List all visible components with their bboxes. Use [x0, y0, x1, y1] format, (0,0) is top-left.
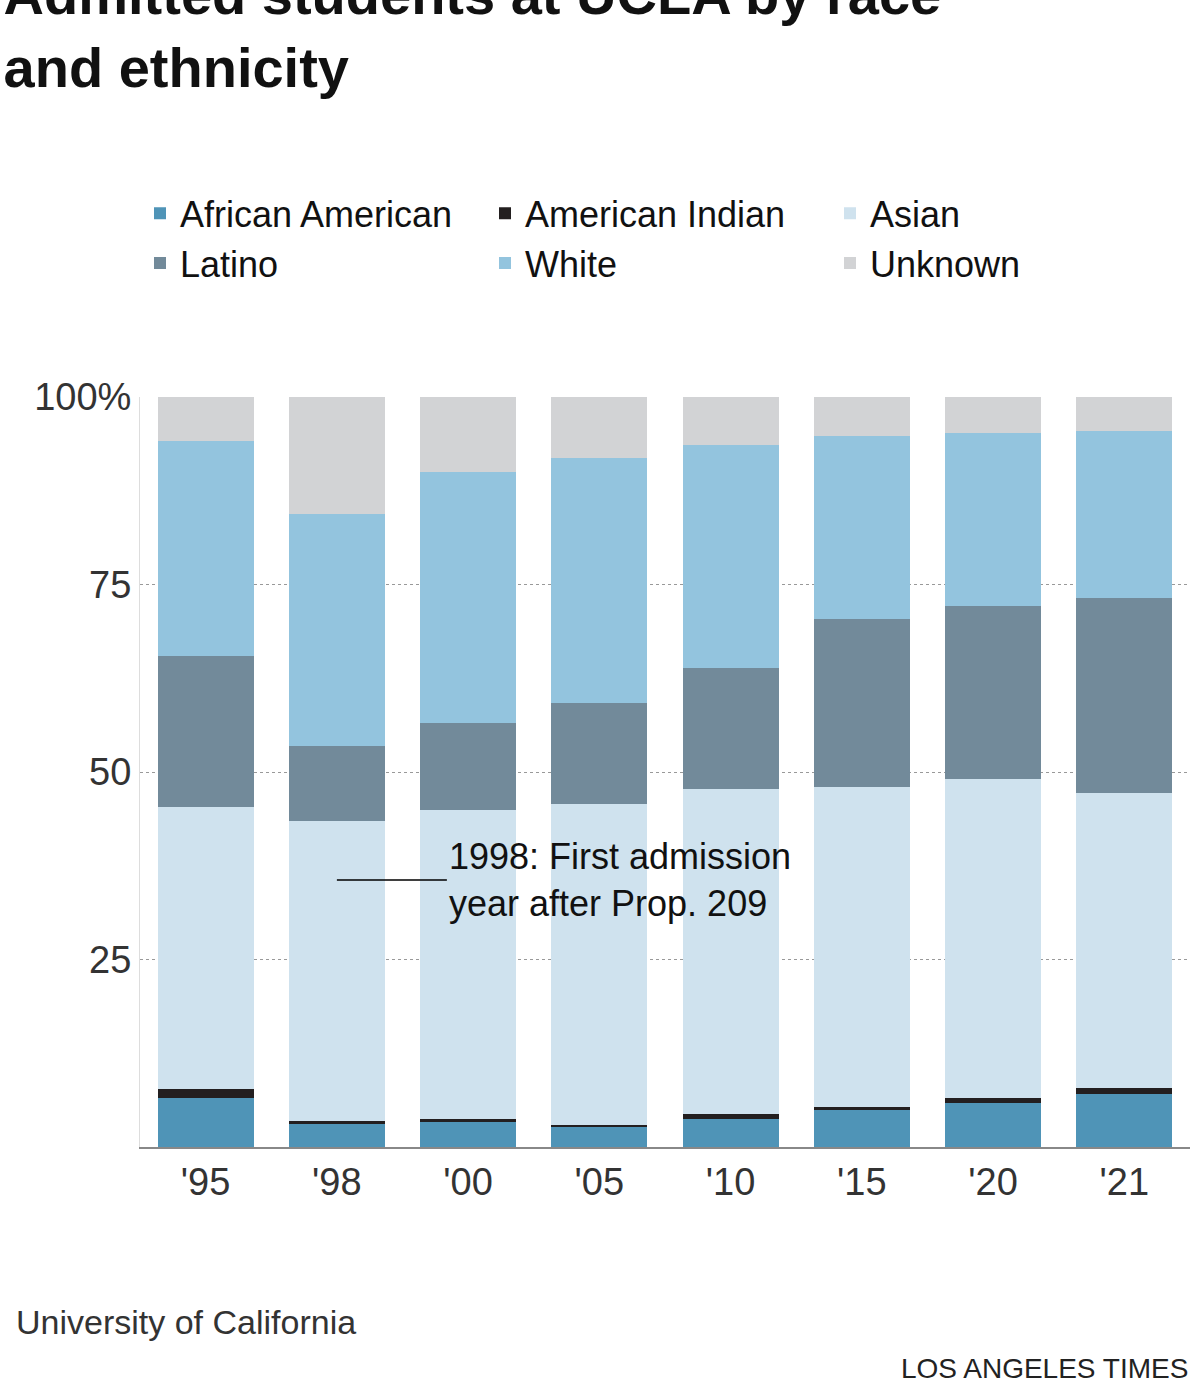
svg-text:'95: '95 [181, 1161, 231, 1203]
svg-text:50: 50 [89, 751, 131, 793]
svg-text:100%: 100% [34, 376, 131, 418]
svg-text:American Indian: American Indian [525, 194, 785, 235]
svg-text:LOS ANGELES TIMES: LOS ANGELES TIMES [901, 1353, 1188, 1384]
svg-text:'05: '05 [575, 1161, 625, 1203]
svg-text:'21: '21 [1100, 1161, 1150, 1203]
svg-text:Asian: Asian [870, 194, 960, 235]
svg-text:75: 75 [89, 564, 131, 606]
svg-text:White: White [525, 244, 617, 285]
svg-text:1998: First admissionyear afte: 1998: First admissionyear after Prop. 20… [449, 836, 791, 924]
svg-text:'20: '20 [968, 1161, 1018, 1203]
svg-text:'15: '15 [837, 1161, 887, 1203]
svg-text:'98: '98 [312, 1161, 362, 1203]
svg-text:African American: African American [180, 194, 452, 235]
svg-text:'10: '10 [706, 1161, 756, 1203]
svg-text:'00: '00 [443, 1161, 493, 1203]
svg-text:25: 25 [89, 939, 131, 981]
svg-text:Latino: Latino [180, 244, 278, 285]
svg-text:Unknown: Unknown [870, 244, 1020, 285]
svg-text:University of California: University of California [16, 1303, 356, 1341]
svg-text:Admitted students at UCLA by r: Admitted students at UCLA by raceand eth… [4, 0, 942, 99]
